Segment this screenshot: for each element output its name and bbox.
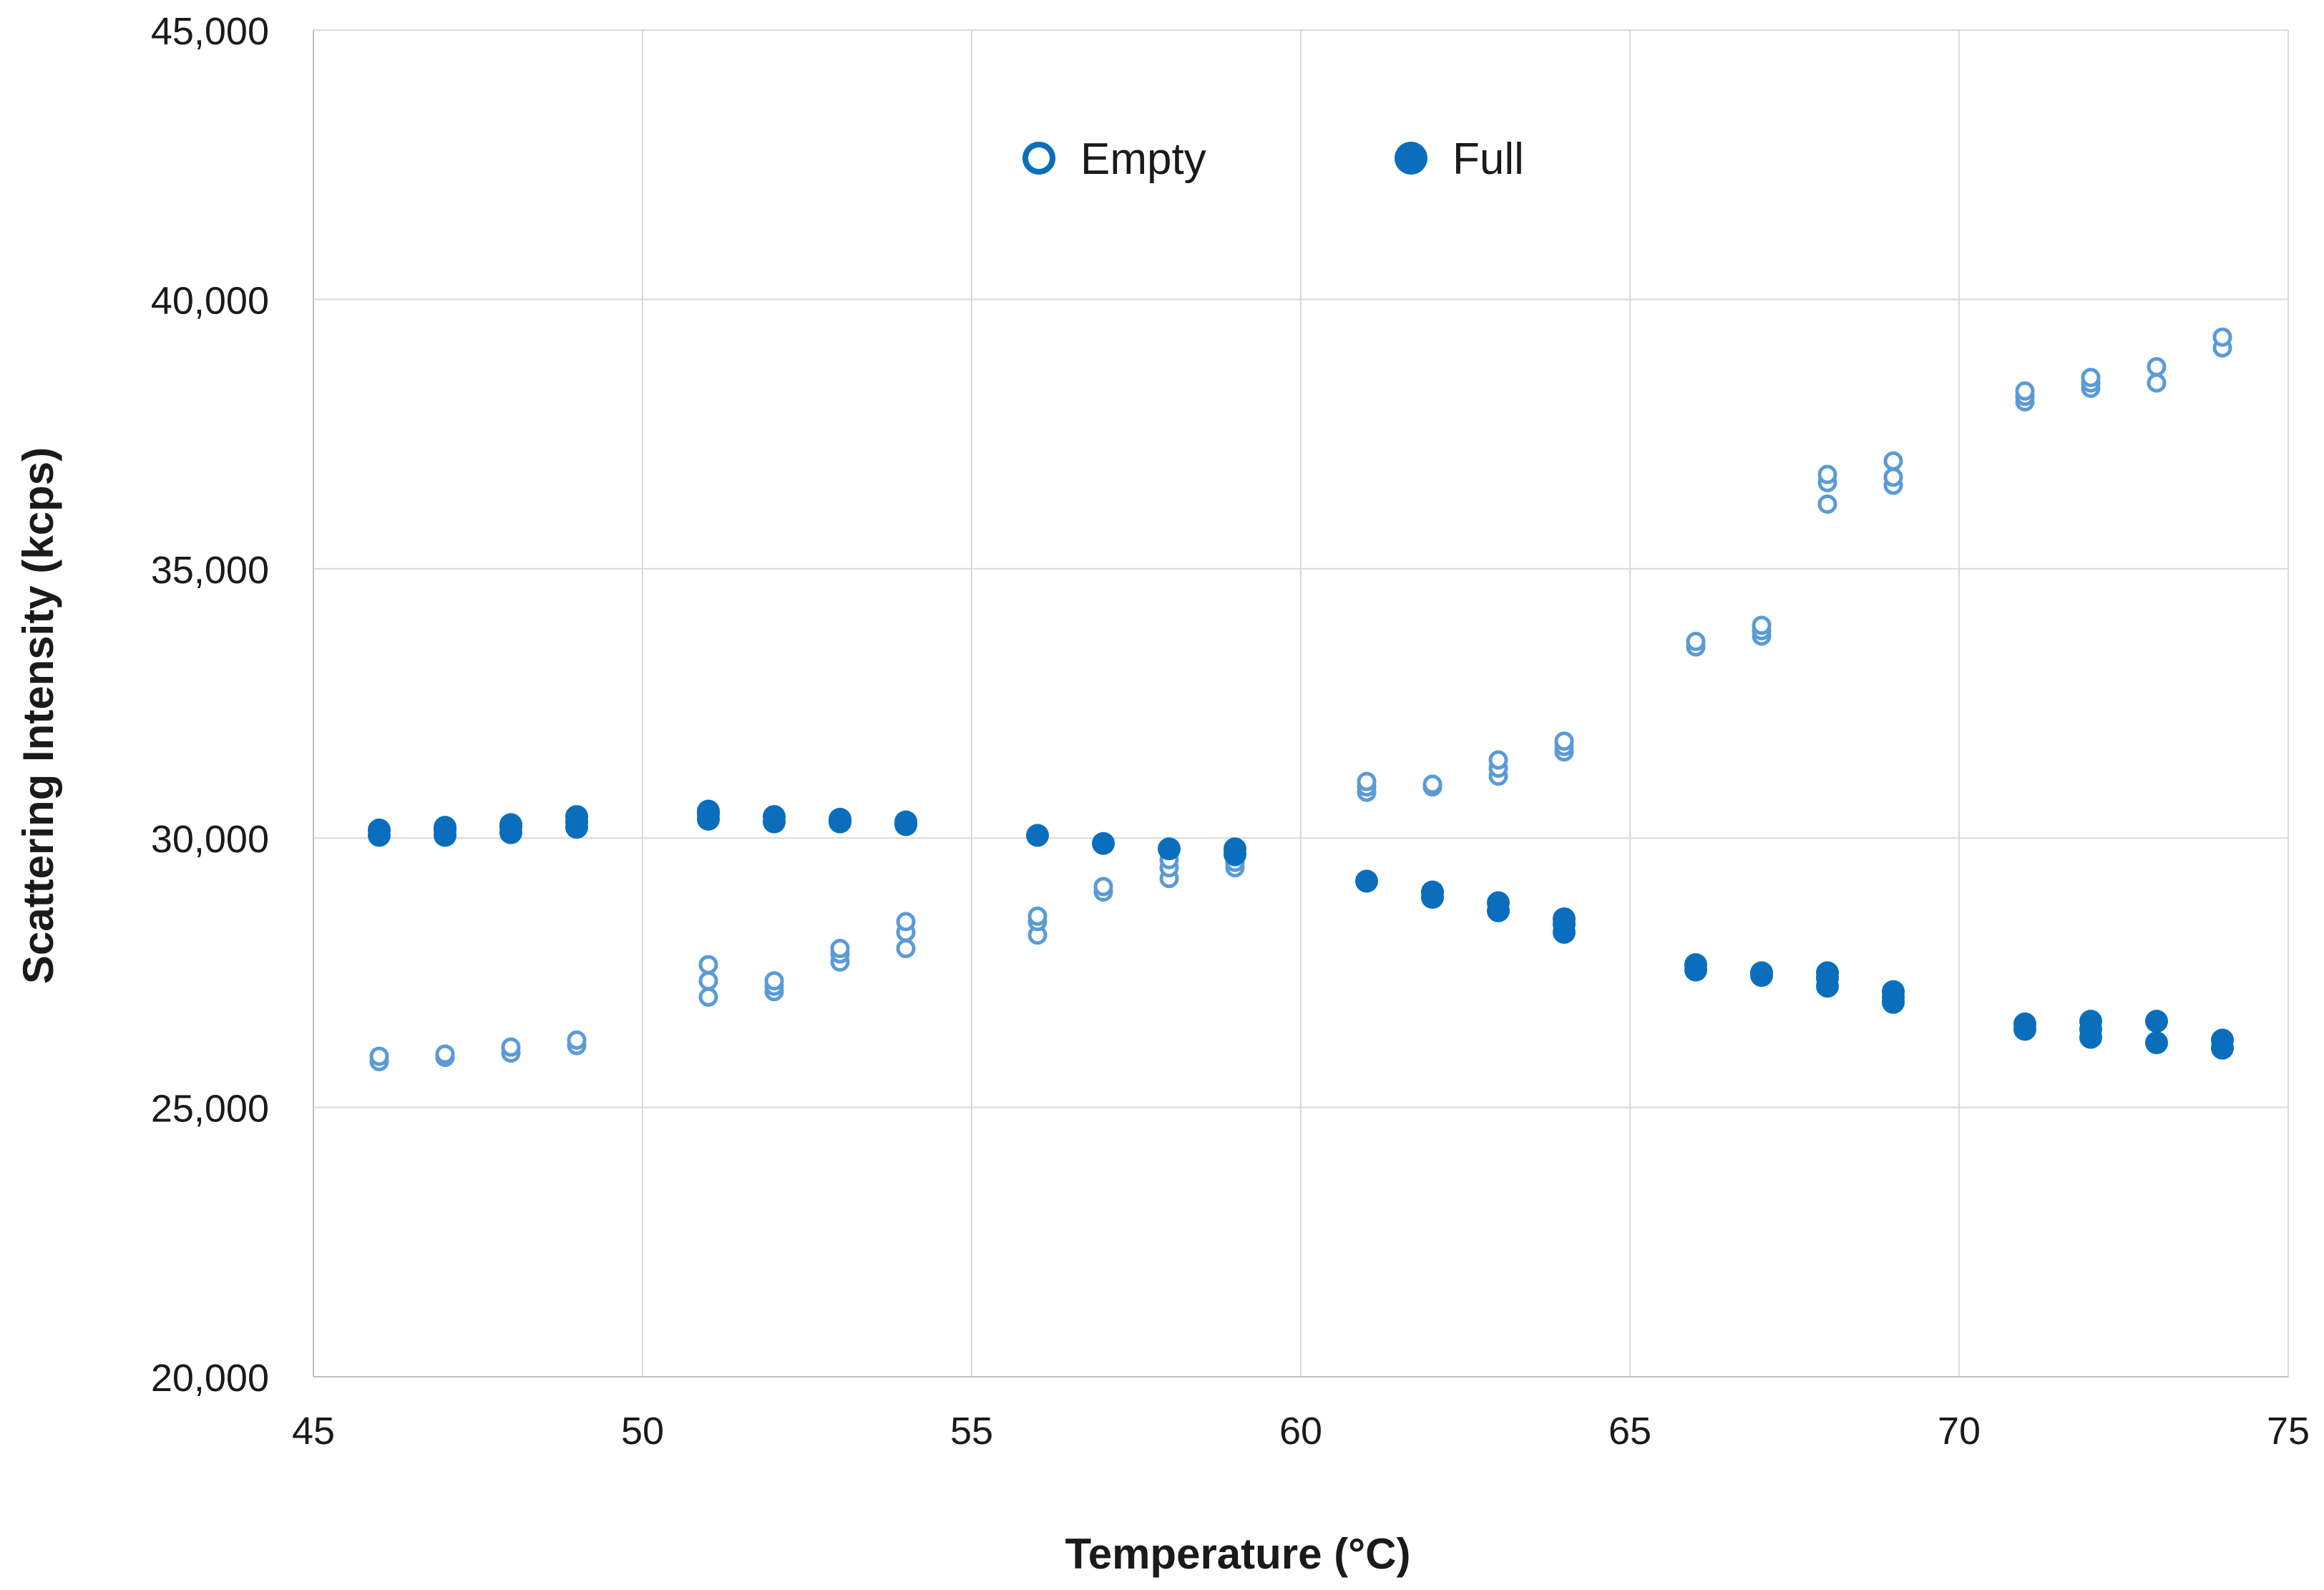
empty-point [1422,774,1442,794]
empty-point [501,1037,521,1057]
empty-point [896,912,916,932]
full-point [763,805,786,829]
empty-point [2147,373,2167,393]
empty-point [567,1030,587,1050]
full-point [697,799,720,823]
empty-point [1093,877,1113,897]
empty-point [1817,464,1837,484]
empty-point [896,939,916,959]
full-point [2145,1031,2168,1055]
legend-full-label: Full [1452,135,1524,184]
empty-point [1883,467,1903,487]
full-point [1816,961,1839,985]
x-tick-label: 75 [2267,1410,2310,1453]
y-tick-label: 25,000 [151,1088,269,1131]
y-tick-label: 35,000 [151,549,269,592]
axes [313,30,2288,1377]
full-point [1553,907,1576,931]
empty-point [1883,451,1903,471]
tick-labels: 45 50 55 60 65 70 75 20,000 25,000 30,000 35,000 40… [151,10,2310,1453]
empty-point [1027,906,1048,926]
x-axis-title: Temperature (°C) [1065,1530,1411,1578]
full-point [2211,1028,2234,1052]
empty-point [764,971,784,991]
full-point [2145,1010,2168,1033]
y-tick-label: 40,000 [151,279,269,322]
empty-point [2081,368,2101,388]
full-point [1158,837,1181,861]
full-point [1882,980,1905,1003]
x-tick-label: 50 [621,1410,664,1453]
full-point [2013,1012,2036,1035]
empty-point [369,1046,389,1066]
full-point [1487,891,1510,915]
empty-point [2147,357,2167,376]
full-point [499,813,522,837]
x-tick-label: 55 [950,1410,993,1453]
full-point [1684,953,1707,977]
y-tick-label: 20,000 [151,1357,269,1400]
full-point [894,810,917,834]
empty-point [1488,750,1508,770]
full-point [1421,880,1444,904]
legend-empty-label: Empty [1080,135,1206,184]
empty-point [1554,731,1574,751]
grid-lines [313,29,2289,1377]
full-point [1355,869,1378,893]
full-point [565,805,588,829]
full-point [1750,961,1773,985]
y-tick-label: 45,000 [151,10,269,53]
legend-empty-marker [1022,142,1055,175]
x-tick-label: 60 [1279,1410,1322,1453]
legend: Empty Full [1022,135,1524,184]
data-points [368,327,2234,1072]
full-point [434,816,456,839]
empty-point [698,987,718,1007]
full-point [2079,1010,2102,1033]
full-point [1092,831,1115,855]
x-tick-label: 45 [292,1410,335,1453]
x-tick-label: 65 [1608,1410,1651,1453]
empty-point [1817,494,1837,514]
y-tick-label: 30,000 [151,818,269,861]
empty-point [2212,327,2232,347]
empty-point [1357,771,1377,791]
empty-point [830,939,850,959]
legend-full-marker [1395,142,1427,175]
full-point [829,807,851,831]
full-point [1026,824,1049,847]
empty-point [2015,381,2035,401]
empty-point [698,971,718,991]
full-point [1224,837,1246,861]
x-tick-label: 70 [1938,1410,1981,1453]
empty-point [1752,615,1772,635]
empty-point [1686,631,1706,651]
empty-point [435,1044,455,1064]
full-point [368,818,391,842]
y-axis-title: Scattering Intensity (kcps) [14,447,62,984]
empty-point [698,955,718,975]
